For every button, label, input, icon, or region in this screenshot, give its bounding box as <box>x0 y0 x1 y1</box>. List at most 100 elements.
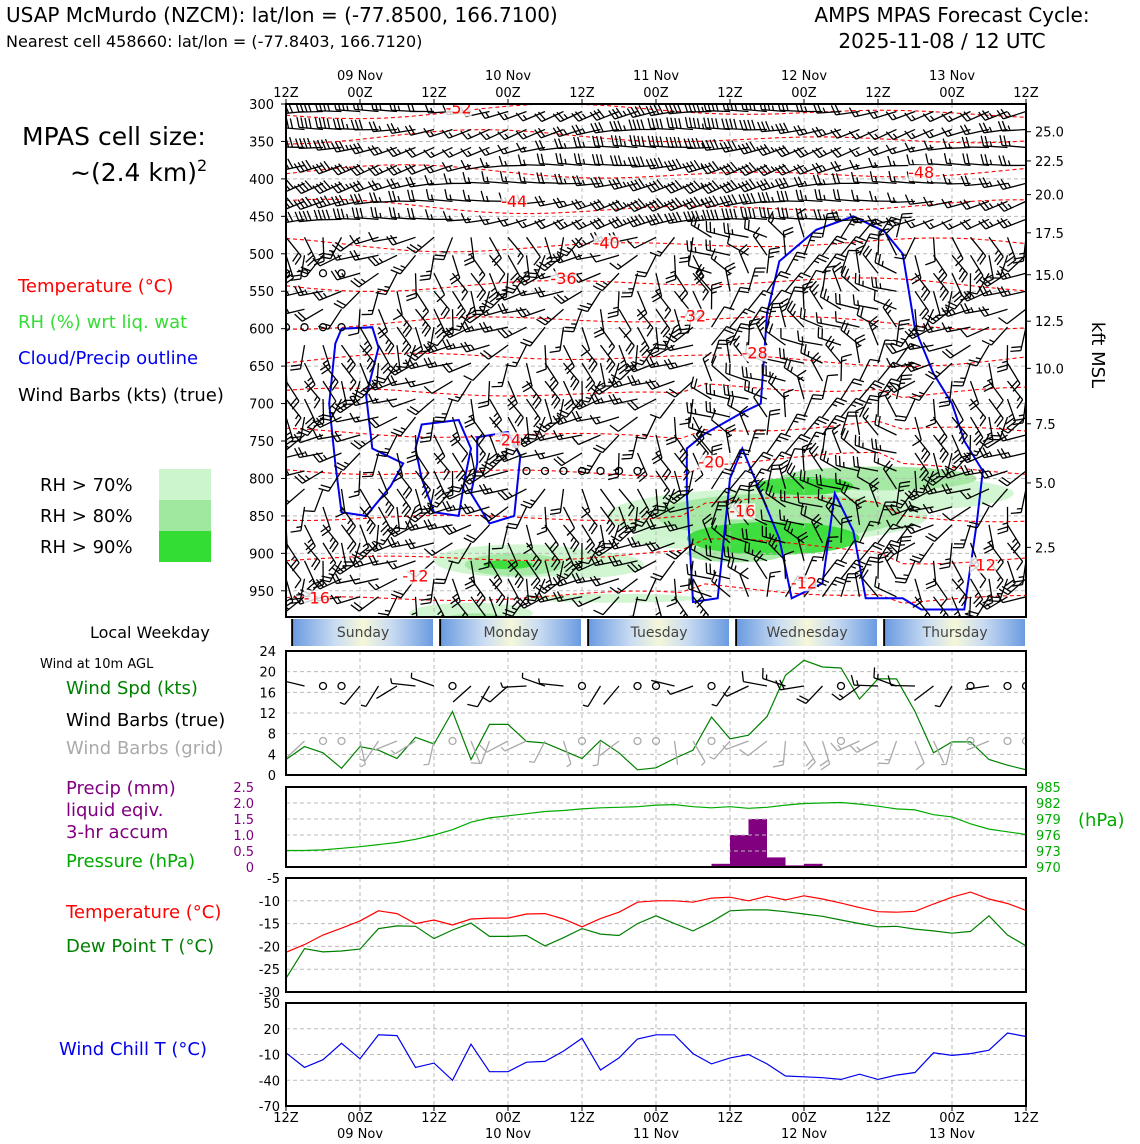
barb-flag <box>276 288 281 297</box>
wind-barb <box>506 345 527 366</box>
barb-half-flag <box>609 343 612 347</box>
barb-half-flag <box>380 213 381 218</box>
wind-barb <box>860 395 881 417</box>
barb-half-flag <box>702 107 704 112</box>
wind-barb <box>779 299 789 328</box>
wind-barb <box>578 291 601 311</box>
barb-flag <box>393 191 396 201</box>
barb-half-flag <box>827 458 828 463</box>
wind-barb <box>984 525 994 553</box>
barb-flag <box>840 294 841 304</box>
barb-flag <box>770 409 780 411</box>
barb-flag <box>982 341 991 345</box>
barb-flag <box>534 257 540 265</box>
wind-barb <box>852 190 878 202</box>
barb-half-flag <box>582 202 585 206</box>
barb-flag <box>676 159 681 168</box>
wind-barbs-true-label: Wind Barbs (true) <box>66 710 225 731</box>
wind-barb <box>508 579 519 608</box>
wind-barb <box>816 312 841 327</box>
barb-half-flag <box>893 114 896 118</box>
barb-flag <box>706 401 707 411</box>
barb-flag <box>424 520 429 529</box>
barb-staff <box>618 417 637 431</box>
wind-barb <box>550 489 563 514</box>
barb-half-flag <box>376 584 380 588</box>
barb-half-flag <box>680 610 683 614</box>
wind-barb <box>498 489 527 500</box>
legend-rh: RH (%) wrt liq. wat <box>18 312 187 333</box>
wind-barb <box>696 264 712 291</box>
barb-flag <box>282 118 284 128</box>
barb-half-flag <box>975 269 978 273</box>
barb-half-flag <box>567 248 572 250</box>
wind-barb <box>517 448 545 457</box>
wind-barb <box>939 543 952 569</box>
barb-flag <box>319 488 329 491</box>
barb-half-flag <box>471 326 473 331</box>
barb-half-flag <box>380 105 381 110</box>
wind-barb <box>820 287 841 309</box>
barb-half-flag <box>314 396 317 400</box>
barb-half-flag <box>479 272 482 276</box>
barb-half-flag <box>804 150 807 154</box>
barb-half-flag <box>621 360 625 363</box>
barb-flag <box>641 120 644 130</box>
barb-flag <box>297 117 299 127</box>
barb-flag <box>394 591 404 595</box>
barb-flag <box>258 458 266 465</box>
barb-flag <box>627 240 634 248</box>
wind-barb <box>850 213 878 222</box>
barb-half-flag <box>948 131 951 135</box>
barb-half-flag <box>989 222 992 226</box>
barb-flag <box>299 447 304 456</box>
cross-section-plot-area: -52-48-44-40-36-32-28-24-20-16-12-12-12-… <box>257 98 1041 649</box>
barb-flag <box>868 561 878 563</box>
barb-half-flag <box>804 181 806 186</box>
barb-flag <box>428 519 433 528</box>
barb-half-flag <box>623 111 626 115</box>
wind-barb <box>590 415 619 424</box>
barb-half-flag <box>471 345 474 349</box>
barb-flag <box>928 533 937 538</box>
barb-flag <box>407 459 417 463</box>
barb-flag <box>277 606 286 612</box>
wind-barb <box>334 453 360 470</box>
wind-barb <box>691 377 712 399</box>
barb-flag <box>420 279 430 280</box>
barb-half-flag <box>887 396 891 400</box>
wind-barb <box>909 381 933 400</box>
wind-barb <box>856 245 865 273</box>
barb-flag <box>706 383 707 393</box>
barb-flag <box>435 579 445 580</box>
barb-flag <box>984 548 993 553</box>
barb-half-flag <box>276 217 279 221</box>
barb-half-flag <box>486 113 489 117</box>
barb-staff <box>265 453 286 465</box>
wind-barb <box>331 270 360 280</box>
barb-flag <box>776 124 781 133</box>
barb-half-flag <box>330 560 333 564</box>
barb-half-flag <box>642 341 646 345</box>
barb-flag <box>610 121 614 131</box>
barb-flag <box>710 546 711 556</box>
barb-half-flag <box>469 415 474 417</box>
barb-half-flag <box>808 351 809 356</box>
barb-flag <box>578 154 580 164</box>
barb-half-flag <box>564 418 567 422</box>
barb-half-flag <box>814 423 819 425</box>
barb-flag <box>278 117 280 127</box>
barb-half-flag <box>842 360 847 361</box>
barb-half-flag <box>455 397 460 398</box>
barb-flag <box>780 510 781 520</box>
barb-flag <box>761 469 771 472</box>
barb-half-flag <box>912 115 915 119</box>
wind-barb <box>627 399 656 410</box>
barb-flag <box>722 472 732 475</box>
barb-half-flag <box>779 455 784 457</box>
wind-barb <box>425 209 452 219</box>
barb-half-flag <box>771 167 774 171</box>
barb-half-flag <box>385 610 390 611</box>
barb-flag <box>265 200 272 208</box>
windchill-panel-label: Wind Chill T (°C) <box>59 1039 207 1060</box>
